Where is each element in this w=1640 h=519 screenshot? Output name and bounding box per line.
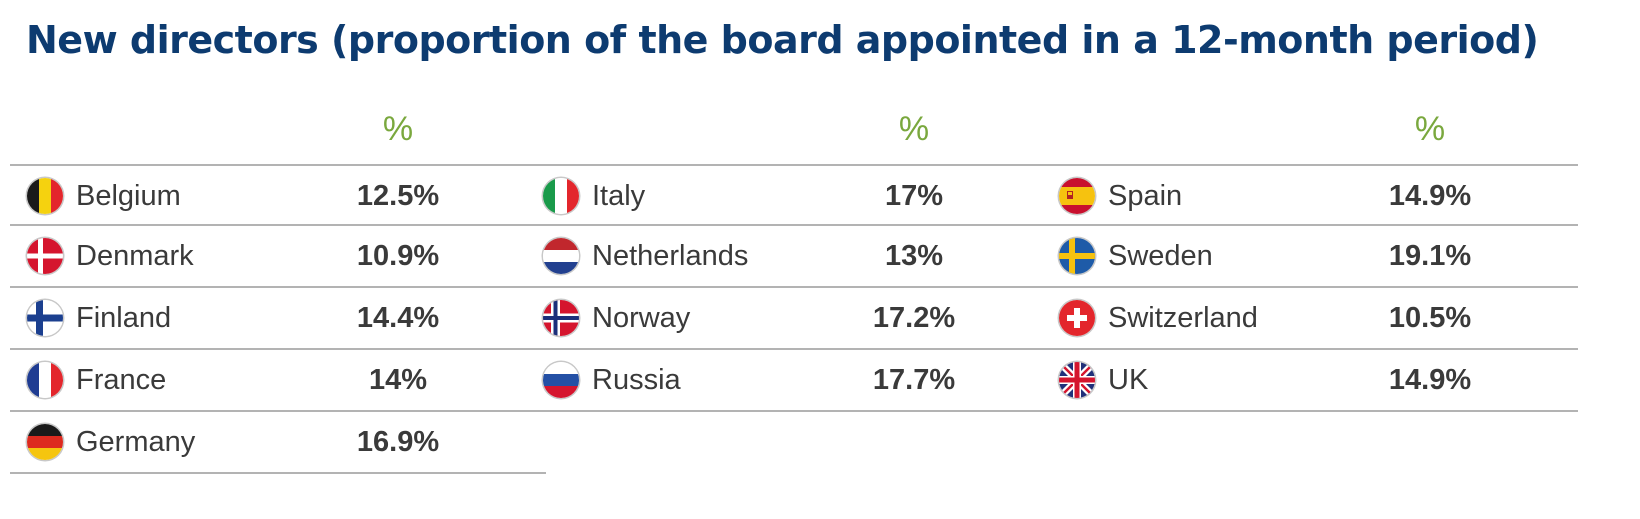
- table-row: Spain 14.9%: [1042, 164, 1578, 226]
- percent-column-header: %: [382, 110, 414, 148]
- table-row: Denmark 10.9%: [10, 226, 546, 288]
- table-row: Switzerland 10.5%: [1042, 288, 1578, 350]
- country-name: UK: [1108, 364, 1149, 396]
- table-column: % Spain 14.9% Sweden 19.1% Switzerland 10.5% U…: [1042, 100, 1578, 412]
- country-name: Finland: [76, 302, 172, 334]
- denmark-flag-icon: [27, 238, 63, 274]
- belgium-flag-icon: [27, 178, 63, 214]
- spain-flag-icon: [1059, 178, 1095, 214]
- table-row: Sweden 19.1%: [1042, 226, 1578, 288]
- table-row: Germany 16.9%: [10, 412, 546, 474]
- percentage-value: 10.9%: [356, 240, 440, 272]
- percentage-value: 10.5%: [1388, 302, 1472, 334]
- percentage-value: 12.5%: [356, 180, 440, 212]
- country-name: Italy: [592, 180, 646, 212]
- germany-flag-icon: [27, 424, 63, 460]
- country-name: Norway: [592, 302, 691, 334]
- italy-flag-icon: [543, 178, 579, 214]
- percent-column-header: %: [1414, 110, 1446, 148]
- table-column: % Italy 17% Netherlands 13% Norway 17.2% Russi…: [526, 100, 1062, 412]
- percentage-value: 17.7%: [872, 364, 956, 396]
- country-name: Spain: [1108, 180, 1183, 212]
- sweden-flag-icon: [1059, 238, 1095, 274]
- country-name: France: [76, 364, 167, 396]
- table-row: Finland 14.4%: [10, 288, 546, 350]
- percentage-value: 14.9%: [1388, 364, 1472, 396]
- percentage-value: 14.4%: [356, 302, 440, 334]
- chart-title: New directors (proportion of the board a…: [26, 18, 1539, 62]
- table-row: Italy 17%: [526, 164, 1062, 226]
- country-name: Switzerland: [1108, 302, 1258, 334]
- table-row: UK 14.9%: [1042, 350, 1578, 412]
- country-name: Russia: [592, 364, 681, 396]
- table-row: Belgium 12.5%: [10, 164, 546, 226]
- country-name: Denmark: [76, 240, 194, 272]
- percentage-value: 17.2%: [872, 302, 956, 334]
- norway-flag-icon: [543, 300, 579, 336]
- finland-flag-icon: [27, 300, 63, 336]
- table-column: % Belgium 12.5% Denmark 10.9% Finland 14.4% Fr…: [10, 100, 546, 474]
- russia-flag-icon: [543, 362, 579, 398]
- country-name: Netherlands: [592, 240, 749, 272]
- table-row: Netherlands 13%: [526, 226, 1062, 288]
- france-flag-icon: [27, 362, 63, 398]
- percent-column-header: %: [898, 110, 930, 148]
- percentage-value: 17%: [884, 180, 944, 212]
- percentage-value: 16.9%: [356, 426, 440, 458]
- netherlands-flag-icon: [543, 238, 579, 274]
- table-row: Norway 17.2%: [526, 288, 1062, 350]
- country-name: Germany: [76, 426, 196, 458]
- percentage-value: 14%: [368, 364, 428, 396]
- percentage-value: 14.9%: [1388, 180, 1472, 212]
- country-name: Belgium: [76, 180, 181, 212]
- switzerland-flag-icon: [1059, 300, 1095, 336]
- table-row: Russia 17.7%: [526, 350, 1062, 412]
- country-name: Sweden: [1108, 240, 1213, 272]
- table-row: France 14%: [10, 350, 546, 412]
- percentage-value: 19.1%: [1388, 240, 1472, 272]
- uk-flag-icon: [1059, 362, 1095, 398]
- percentage-value: 13%: [884, 240, 944, 272]
